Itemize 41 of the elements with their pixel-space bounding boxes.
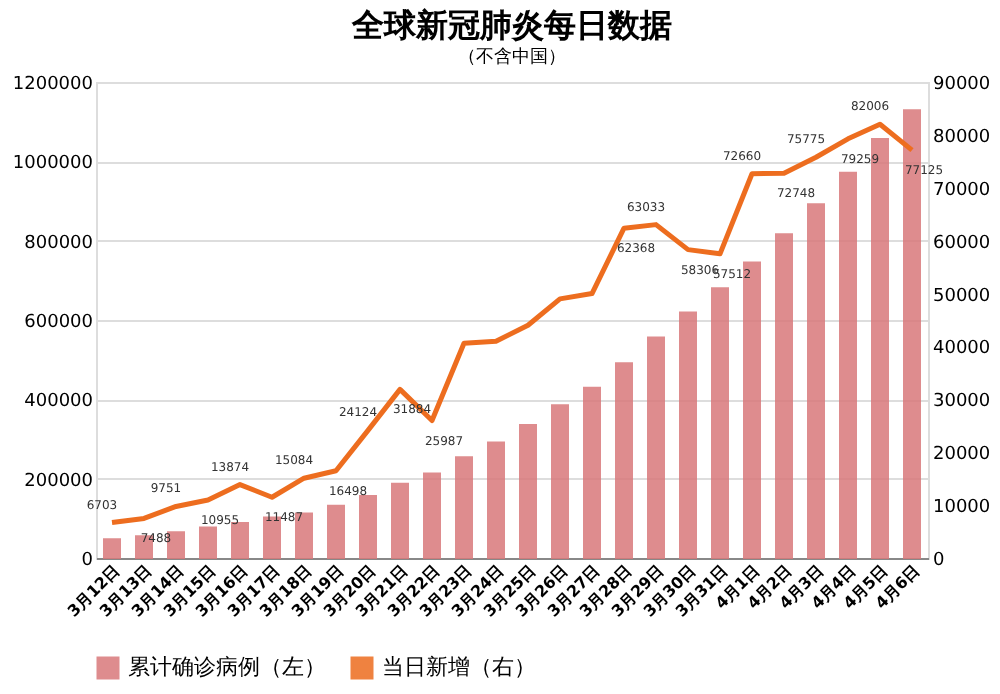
legend-label: 当日新增（右）: [382, 654, 536, 680]
bar: [647, 336, 665, 559]
y2-tick-label: 40000: [933, 339, 991, 360]
bar: [199, 526, 217, 559]
bar: [583, 386, 601, 559]
bar: [391, 482, 409, 559]
legend-label: 累计确诊病例（左）: [128, 654, 326, 680]
y2-tick-label: 50000: [933, 286, 991, 307]
y-tick-label: 1200000: [12, 75, 94, 95]
bar: [455, 456, 473, 559]
bar: [775, 233, 793, 559]
y-tick-label: 0: [81, 551, 94, 571]
bar: [327, 504, 345, 559]
chart-title: 全球新冠肺炎每日数据: [350, 6, 672, 44]
bar: [807, 203, 825, 559]
bar: [615, 362, 633, 559]
y2-tick-label: 10000: [933, 498, 991, 519]
bar: [679, 311, 697, 559]
bar: [519, 424, 537, 559]
bar: [487, 441, 505, 559]
y2-tick-label: 90000: [933, 75, 991, 95]
bar: [423, 472, 441, 559]
chart-subtitle: （不含中国）: [458, 46, 566, 68]
bar: [231, 522, 249, 559]
y2-tick-label: 20000: [933, 445, 991, 466]
y-tick-label: 1000000: [12, 154, 94, 175]
y2-tick-label: 0: [933, 551, 945, 571]
y2-tick-label: 80000: [933, 127, 991, 148]
y2-tick-label: 60000: [933, 233, 991, 254]
y-tick-label: 800000: [24, 233, 94, 254]
y-tick-label: 600000: [24, 313, 94, 333]
y2-tick-label: 70000: [933, 180, 991, 201]
bar: [103, 538, 121, 559]
bar: [711, 287, 729, 559]
y2-tick-label: 30000: [933, 392, 991, 413]
y-tick-label: 400000: [24, 392, 94, 413]
bar: [551, 404, 569, 559]
bar: [839, 171, 857, 559]
bar: [167, 531, 185, 559]
bar: [359, 495, 377, 559]
y-tick-label: 200000: [24, 471, 94, 492]
